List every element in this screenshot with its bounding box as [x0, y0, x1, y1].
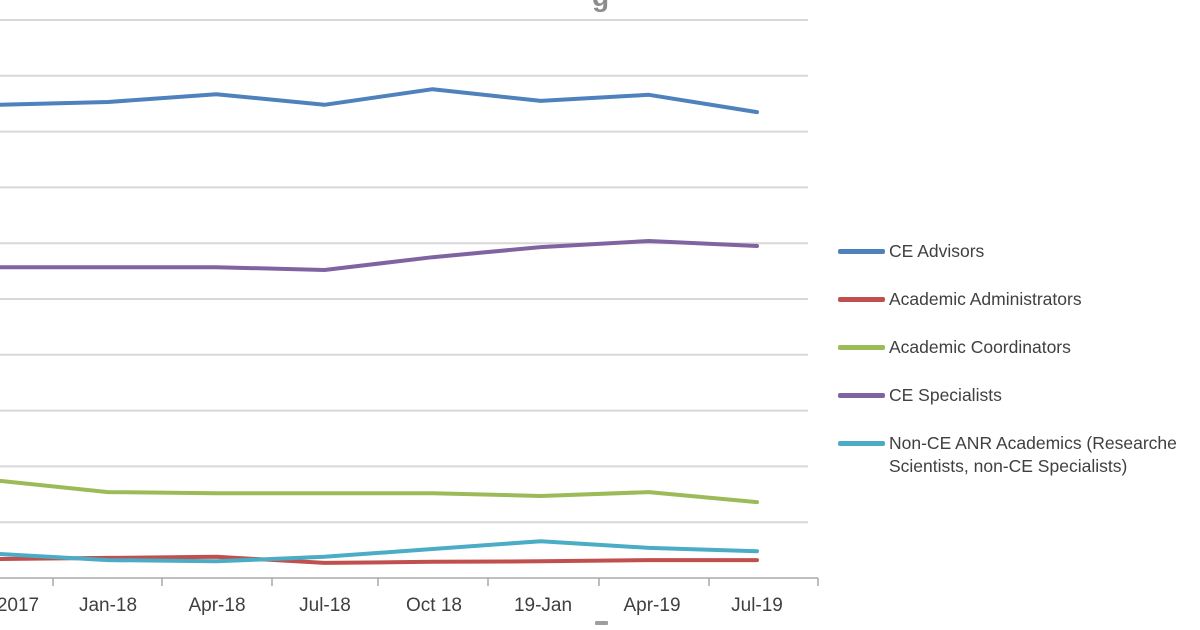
legend-item: Academic Coordinators	[838, 336, 1200, 384]
legend-line-swatch	[838, 297, 885, 302]
x-axis-label: Jul-18	[299, 595, 351, 616]
x-axis-label: 19-Jan	[513, 595, 573, 616]
series-line-academic-administrators	[0, 554, 759, 565]
series-line-non-ce-anr-academics-researche-scientists-non-ce-specialists	[0, 539, 759, 564]
cropped-chart-title-fragment: g	[592, 0, 609, 13]
chart-legend: CE Advisors Academic Administrators Academ…	[838, 240, 1200, 480]
legend-item: Academic Administrators	[838, 288, 1200, 336]
legend-label: CE Advisors	[889, 241, 985, 261]
legend-line-swatch	[838, 345, 885, 350]
legend-label: Academic Administrators	[889, 289, 1082, 309]
legend-line-swatch	[838, 393, 885, 398]
cropped-axis-title-fragment	[595, 621, 608, 625]
legend-label: CE Specialists	[889, 385, 1002, 405]
series-line-ce-advisors	[0, 87, 759, 115]
x-axis-label: Jul-19	[731, 595, 783, 616]
series-line-academic-coordinators	[0, 478, 759, 505]
legend-line-swatch	[838, 249, 885, 254]
legend-line-swatch	[838, 441, 885, 446]
legend-item: CE Advisors	[838, 240, 1200, 288]
x-axis-label: Apr-18	[188, 595, 246, 616]
x-axis-label: Jan-18	[78, 595, 138, 616]
x-axis-label: Apr-19	[623, 595, 681, 616]
series-line-ce-specialists	[0, 239, 759, 272]
x-axis-label: Oct 18	[406, 595, 462, 616]
legend-label: Non-CE ANR Academics (Researche Scientis…	[889, 433, 1177, 476]
legend-item: CE Specialists	[838, 384, 1200, 432]
legend-item: Non-CE ANR Academics (Researche Scientis…	[838, 432, 1200, 480]
x-axis-label: 2017	[0, 595, 40, 616]
legend-label: Academic Coordinators	[889, 337, 1071, 357]
